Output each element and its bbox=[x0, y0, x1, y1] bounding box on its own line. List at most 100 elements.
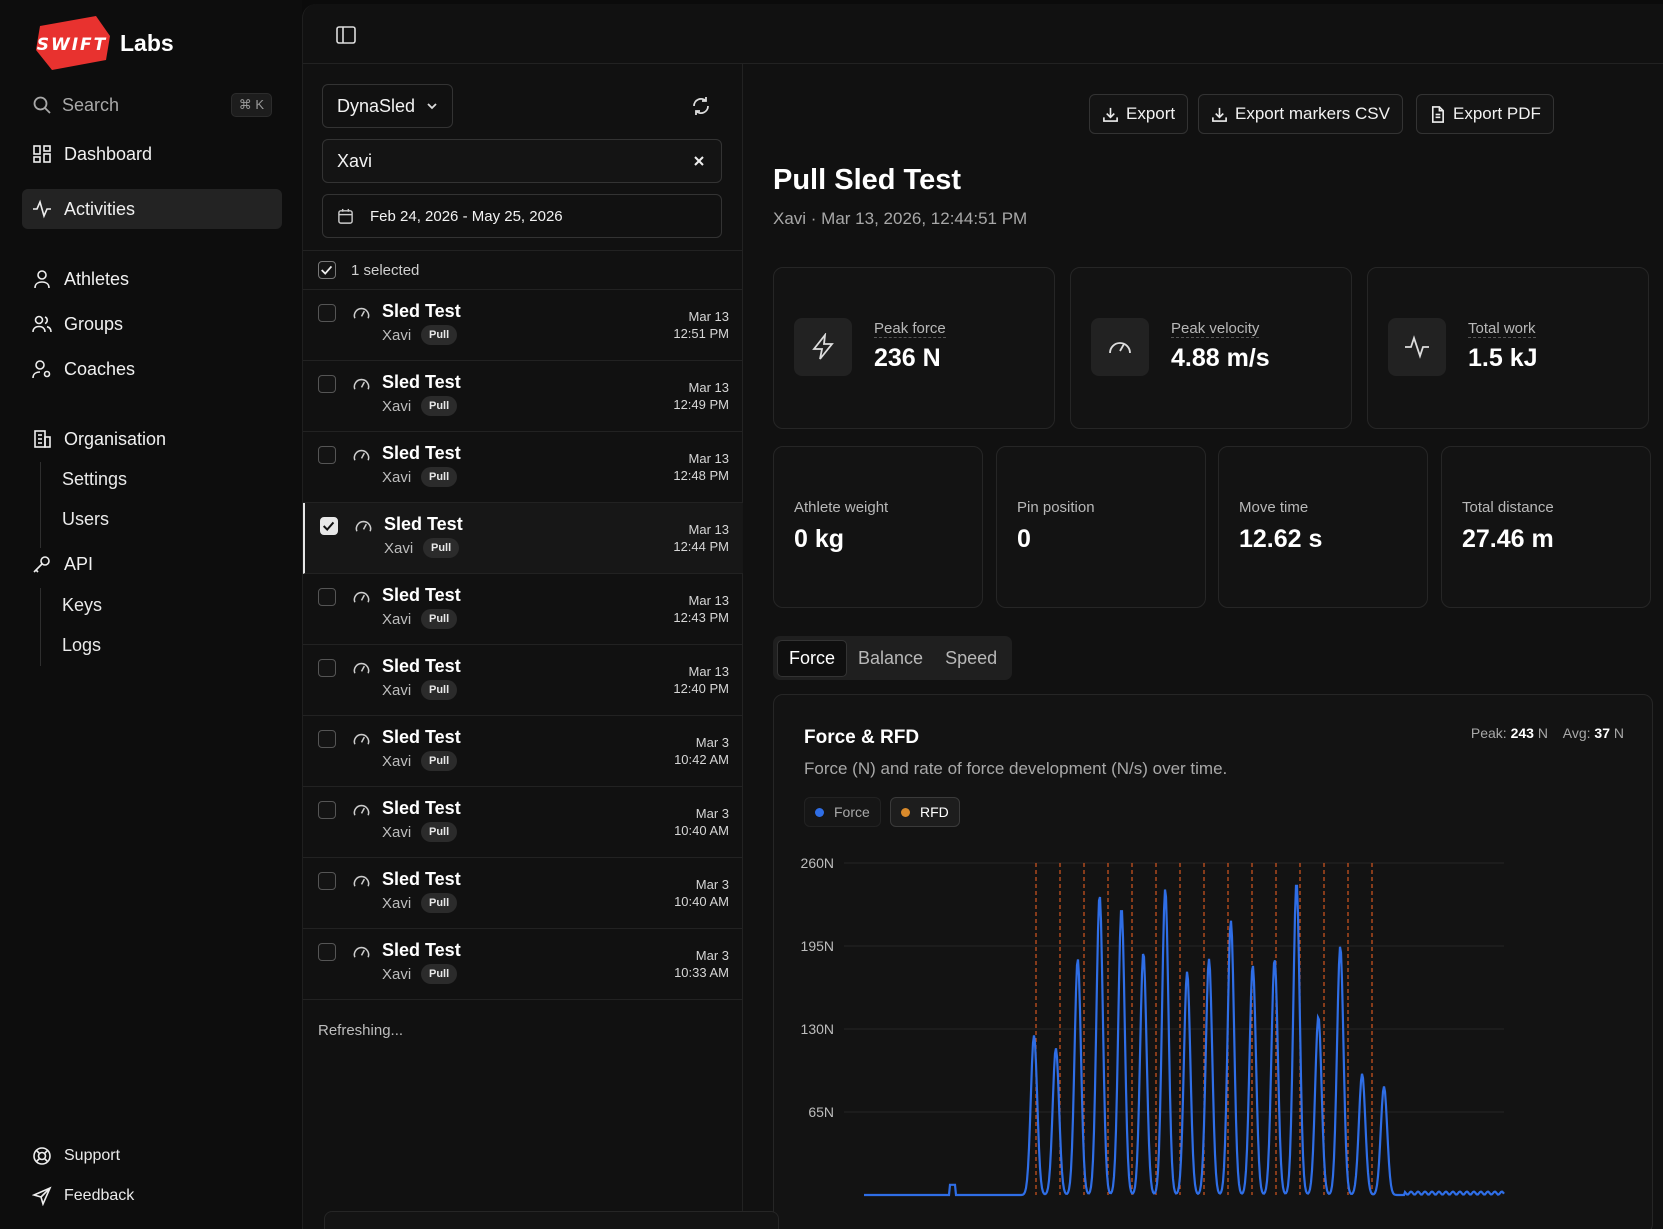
activity-title: Sled Test bbox=[382, 727, 461, 747]
activity-athlete: Xavi bbox=[382, 398, 412, 415]
gauge-icon bbox=[1109, 342, 1131, 354]
row-checkbox[interactable] bbox=[318, 446, 336, 464]
search-button[interactable]: Search ⌘ K bbox=[32, 90, 272, 120]
selection-bar: 1 selected bbox=[303, 250, 743, 290]
activity-title: Sled Test bbox=[382, 656, 461, 676]
bottom-toolbar bbox=[324, 1211, 779, 1229]
row-checkbox[interactable] bbox=[318, 730, 336, 748]
row-checkbox[interactable] bbox=[318, 943, 336, 961]
gauge-icon bbox=[353, 804, 370, 816]
activity-date: Mar 3 bbox=[695, 806, 729, 821]
device-select[interactable]: DynaSled bbox=[322, 84, 453, 128]
activity-row[interactable]: Sled Test Xavi Pull Mar 3 10:33 AM bbox=[303, 929, 743, 1000]
activity-row[interactable]: Sled Test Xavi Pull Mar 3 10:40 AM bbox=[303, 858, 743, 929]
stat-value: 12.62 s bbox=[1239, 525, 1323, 553]
activity-datetime: Mar 3 10:42 AM bbox=[674, 734, 729, 768]
date-range-value: Feb 24, 2026 - May 25, 2026 bbox=[370, 207, 563, 225]
force-plot[interactable]: 65N 130N 195N 260N bbox=[774, 845, 1653, 1229]
tab-balance[interactable]: Balance bbox=[858, 647, 924, 668]
peak-unit: N bbox=[1537, 725, 1548, 741]
metric-label: Total work bbox=[1468, 320, 1536, 338]
nav-athletes[interactable]: Athletes bbox=[22, 259, 282, 299]
activity-time: 12:40 PM bbox=[673, 681, 729, 696]
activity-tag-badge: Pull bbox=[421, 396, 458, 416]
page-subtitle: Xavi · Mar 13, 2026, 12:44:51 PM bbox=[773, 209, 1028, 228]
nav-organisation[interactable]: Organisation bbox=[22, 419, 282, 459]
nav-api[interactable]: API bbox=[22, 544, 282, 584]
metric-card-peak-force: Peak force 236 N bbox=[773, 267, 1055, 429]
activity-row[interactable]: Sled Test Xavi Pull Mar 13 12:48 PM bbox=[303, 432, 743, 503]
export-pdf-button[interactable]: Export PDF bbox=[1416, 94, 1554, 134]
row-checkbox[interactable] bbox=[318, 304, 336, 322]
brand-name: Labs bbox=[120, 29, 174, 56]
activity-date: Mar 13 bbox=[688, 664, 729, 679]
tab-force[interactable]: Force bbox=[777, 639, 848, 677]
nav-logs[interactable]: Logs bbox=[62, 635, 102, 655]
date-range-picker[interactable]: Feb 24, 2026 - May 25, 2026 bbox=[322, 194, 722, 238]
gauge-icon bbox=[353, 307, 370, 319]
export-markers-button[interactable]: Export markers CSV bbox=[1198, 94, 1403, 134]
nav-users[interactable]: Users bbox=[62, 509, 110, 529]
activity-tag-badge: Pull bbox=[421, 680, 458, 700]
download-icon bbox=[1103, 107, 1118, 122]
activity-tag-badge: Pull bbox=[421, 964, 458, 984]
activity-tag-badge: Pull bbox=[421, 822, 458, 842]
nav-dashboard[interactable]: Dashboard bbox=[22, 134, 282, 174]
calendar-icon bbox=[338, 208, 353, 224]
nav-coaches[interactable]: Coaches bbox=[22, 349, 282, 389]
stat-card-move-time: Move time 12.62 s bbox=[1218, 446, 1428, 608]
activity-date: Mar 13 bbox=[688, 451, 729, 466]
select-all-checkbox[interactable] bbox=[318, 261, 336, 279]
nav-activities[interactable]: Activities bbox=[22, 189, 282, 229]
brand[interactable]: SWIFT Labs bbox=[32, 14, 174, 72]
activity-datetime: Mar 13 12:51 PM bbox=[673, 308, 729, 342]
nav-dashboard-label: Dashboard bbox=[64, 143, 153, 164]
feedback-label: Feedback bbox=[64, 1187, 135, 1204]
legend-rfd-label: RFD bbox=[920, 804, 949, 820]
activity-row[interactable]: Sled Test Xavi Pull Mar 3 10:40 AM bbox=[303, 787, 743, 858]
row-checkbox[interactable] bbox=[320, 517, 338, 535]
tab-speed[interactable]: Speed bbox=[945, 647, 998, 668]
activity-row[interactable]: Sled Test Xavi Pull Mar 3 10:42 AM bbox=[303, 716, 743, 787]
row-checkbox[interactable] bbox=[318, 588, 336, 606]
legend-rfd-toggle[interactable]: RFD bbox=[890, 797, 960, 827]
activity-row[interactable]: Sled Test Xavi Pull Mar 13 12:51 PM bbox=[303, 290, 743, 361]
nav-settings[interactable]: Settings bbox=[62, 469, 128, 489]
chart-stats: Peak: 243 N Avg: 37 N bbox=[1471, 725, 1624, 741]
nav-groups[interactable]: Groups bbox=[22, 304, 282, 344]
activity-datetime: Mar 13 12:44 PM bbox=[673, 521, 729, 555]
export-button[interactable]: Export bbox=[1089, 94, 1189, 134]
activity-athlete: Xavi bbox=[382, 895, 412, 912]
feedback-link[interactable]: Feedback bbox=[32, 1186, 134, 1206]
activity-title: Sled Test bbox=[382, 940, 461, 960]
refresh-icon[interactable] bbox=[689, 94, 713, 118]
dashboard-icon bbox=[33, 145, 51, 163]
chart-description: Force (N) and rate of force development … bbox=[804, 759, 1228, 778]
stat-label: Pin position bbox=[1017, 499, 1095, 516]
row-checkbox[interactable] bbox=[318, 801, 336, 819]
row-checkbox[interactable] bbox=[318, 872, 336, 890]
support-link[interactable]: Support bbox=[32, 1146, 120, 1166]
search-shortcut: ⌘ K bbox=[230, 93, 272, 117]
logo-text: SWIFT bbox=[37, 35, 108, 55]
activity-row[interactable]: Sled Test Xavi Pull Mar 13 12:40 PM bbox=[303, 645, 743, 716]
row-checkbox[interactable] bbox=[318, 375, 336, 393]
clear-icon[interactable] bbox=[691, 153, 707, 169]
nav-api-label: API bbox=[64, 553, 94, 574]
activity-tag-badge: Pull bbox=[421, 609, 458, 629]
force-chart-card: Force & RFD Force (N) and rate of force … bbox=[773, 694, 1653, 1229]
athlete-filter-input[interactable]: Xavi bbox=[322, 139, 722, 183]
nav-keys[interactable]: Keys bbox=[62, 595, 103, 615]
activity-icon bbox=[1405, 335, 1429, 359]
row-checkbox[interactable] bbox=[318, 659, 336, 677]
activity-row[interactable]: Sled Test Xavi Pull Mar 13 12:44 PM bbox=[303, 503, 743, 574]
activity-tag-badge: Pull bbox=[423, 538, 460, 558]
sidebar-toggle-icon[interactable] bbox=[335, 24, 357, 46]
activity-title: Sled Test bbox=[382, 372, 461, 392]
legend-force-toggle[interactable]: Force bbox=[804, 797, 881, 827]
activity-date: Mar 13 bbox=[688, 380, 729, 395]
nav-organisation-label: Organisation bbox=[64, 428, 167, 449]
activity-rows: Sled Test Xavi Pull Mar 13 12:51 PM Sled … bbox=[303, 290, 743, 1000]
activity-row[interactable]: Sled Test Xavi Pull Mar 13 12:49 PM bbox=[303, 361, 743, 432]
activity-row[interactable]: Sled Test Xavi Pull Mar 13 12:43 PM bbox=[303, 574, 743, 645]
